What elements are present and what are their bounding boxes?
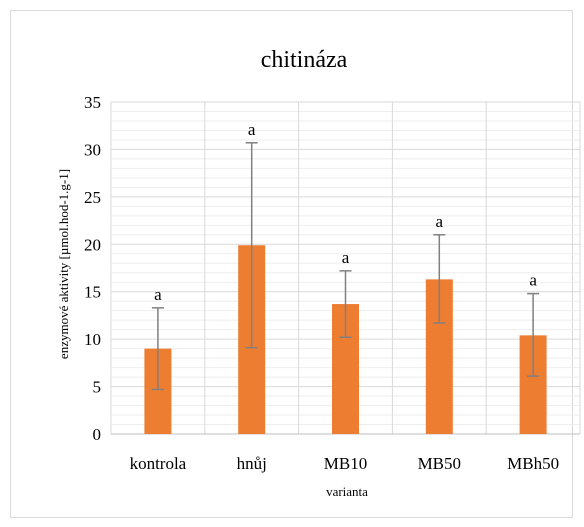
significance-label: a [154, 285, 162, 304]
y-tick-label: 30 [84, 140, 101, 159]
y-tick-label: 25 [84, 188, 101, 207]
y-axis-label: enzymové aktivity [µmol.hod-1.g-1] [56, 169, 71, 359]
significance-label: a [248, 120, 256, 139]
x-tick-label: MB50 [418, 454, 461, 473]
x-tick-label: hnůj [237, 454, 267, 473]
y-tick-label: 35 [84, 93, 101, 112]
y-tick-label: 20 [84, 235, 101, 254]
x-axis-label: varianta [326, 484, 368, 499]
y-tick-label: 5 [93, 378, 102, 397]
y-tick-labels: 0 5 10 15 20 25 30 35 [84, 93, 101, 444]
chart-title: chitináza [261, 47, 348, 73]
x-tick-label: kontrola [130, 454, 187, 473]
significance-label: a [342, 248, 350, 267]
y-tick-label: 0 [93, 425, 102, 444]
y-tick-label: 15 [84, 283, 101, 302]
x-tick-labels: kontrola hnůj MB10 MB50 MBh50 [130, 454, 560, 473]
x-tick-label: MB10 [324, 454, 367, 473]
x-tick-label: MBh50 [507, 454, 559, 473]
significance-label: a [436, 212, 444, 231]
y-tick-label: 10 [84, 330, 101, 349]
significance-label: a [529, 271, 537, 290]
